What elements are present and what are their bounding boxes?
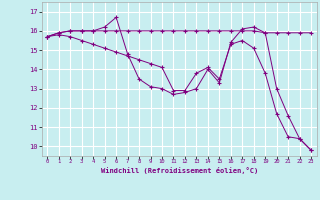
X-axis label: Windchill (Refroidissement éolien,°C): Windchill (Refroidissement éolien,°C)	[100, 167, 258, 174]
